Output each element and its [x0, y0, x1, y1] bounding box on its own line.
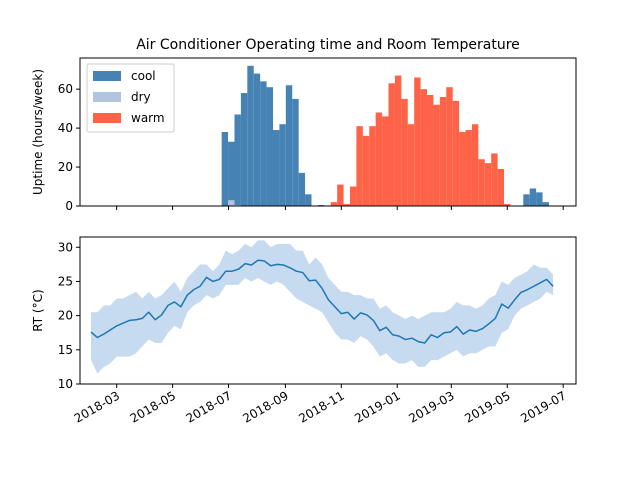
- legend-item-dry: dry: [93, 90, 151, 104]
- bar-cool-2018-07-25: [247, 65, 254, 206]
- temperature-y-tick-label-20: 20: [58, 309, 73, 323]
- bar-cool-2018-09-26: [305, 194, 312, 206]
- bar-warm-2018-12-19: [382, 116, 389, 206]
- x-tick-label-2019-03: 2019-03: [406, 388, 456, 425]
- x-tick-label-2018-05: 2018-05: [128, 388, 178, 425]
- bar-cool-2018-07-11: [234, 114, 241, 206]
- bar-cool-2019-06-05: [536, 192, 543, 206]
- uptime-x-ticks: [116, 206, 564, 210]
- bar-cool-2018-08-01: [253, 73, 261, 206]
- x-tick-label-2019-01: 2019-01: [352, 388, 402, 425]
- temperature-line: [90, 259, 554, 344]
- bar-warm-2019-03-20: [465, 130, 472, 206]
- x-tick-label-2019-07: 2019-07: [518, 388, 568, 425]
- bar-cool-2018-08-08: [260, 81, 267, 206]
- temperature-min-max-band: [91, 240, 554, 374]
- bar-warm-2019-01-30: [420, 89, 428, 206]
- bar-warm-2018-12-12: [375, 112, 383, 206]
- bar-warm-2019-02-20: [439, 96, 447, 206]
- bar-cool-2018-07-04: [228, 141, 235, 206]
- bar-cool-2019-06-12: [542, 202, 549, 206]
- uptime-y-tick-label-0: 0: [65, 199, 73, 213]
- bar-warm-2019-02-27: [446, 87, 453, 206]
- uptime-panel: 0 20 40 60 Uptime (hours/week) cool dry war…: [31, 57, 577, 213]
- bar-warm-2018-10-24: [330, 202, 338, 206]
- temperature-y-tick-label-10: 10: [58, 377, 73, 391]
- bar-warm-2019-03-06: [452, 100, 460, 206]
- bar-warm-2019-01-02: [394, 75, 402, 206]
- bar-warm-2018-12-05: [369, 126, 376, 206]
- legend-swatch-cool: [93, 71, 121, 81]
- uptime-y-axis: 0 20 40 60: [58, 82, 80, 213]
- uptime-y-tick-label-40: 40: [58, 121, 73, 135]
- bar-warm-2018-11-07: [343, 204, 351, 206]
- bar-warm-2019-02-13: [433, 104, 440, 206]
- legend-label-dry: dry: [131, 90, 151, 104]
- bar-warm-2018-11-21: [356, 126, 363, 206]
- temperature-y-axis-label: RT (°C): [31, 289, 45, 331]
- bar-warm-2019-03-27: [471, 124, 479, 206]
- bar-warm-2019-04-03: [478, 159, 485, 206]
- legend-swatch-dry: [93, 92, 121, 102]
- temperature-range-band: [91, 240, 554, 374]
- bar-warm-2019-01-16: [407, 124, 415, 206]
- temperature-y-tick-label-30: 30: [58, 240, 73, 254]
- temperature-y-tick-label-15: 15: [58, 343, 73, 357]
- x-tick-label-2018-09: 2018-09: [240, 388, 290, 425]
- bar-cool-2018-08-22: [272, 130, 280, 206]
- legend-label-warm: warm: [131, 111, 165, 125]
- legend-item-cool: cool: [93, 69, 156, 83]
- uptime-y-tick-label-20: 20: [58, 160, 73, 174]
- bar-warm-2018-10-31: [337, 184, 344, 206]
- bar-cool-2018-09-19: [298, 172, 306, 206]
- temperature-x-axis: 2018-03 2018-05 2018-07 2018-09 2018-11 2019-…: [72, 384, 569, 426]
- bar-warm-2019-04-10: [484, 163, 492, 206]
- x-tick-label-2018-07: 2018-07: [184, 388, 234, 425]
- bar-cool-2018-09-05: [285, 85, 293, 206]
- legend-swatch-warm: [93, 113, 121, 123]
- bar-warm-2019-02-06: [427, 95, 434, 206]
- bar-warm-2018-11-14: [350, 186, 357, 206]
- legend-label-cool: cool: [131, 69, 156, 83]
- bar-warm-2019-05-01: [504, 204, 511, 206]
- bar-warm-2019-03-13: [459, 132, 466, 206]
- bar-warm-2019-04-24: [497, 169, 505, 206]
- bar-cool-2018-09-12: [292, 98, 299, 206]
- legend-item-warm: warm: [93, 111, 165, 125]
- uptime-plot-frame: [79, 57, 577, 207]
- bar-cool-2018-08-29: [279, 124, 286, 206]
- chart-title: Air Conditioner Operating time and Room …: [136, 37, 520, 53]
- temperature-plot-frame: [79, 236, 577, 385]
- temperature-mean-line: [90, 259, 554, 344]
- bar-cool-2018-06-27: [221, 132, 229, 206]
- bar-warm-2018-12-26: [388, 83, 395, 206]
- uptime-y-tick-label-60: 60: [58, 82, 73, 96]
- bar-warm-2018-11-28: [362, 135, 370, 206]
- bar-cool-2018-08-15: [266, 87, 273, 206]
- bar-warm-2019-01-09: [401, 98, 408, 206]
- x-tick-label-2019-05: 2019-05: [462, 388, 512, 425]
- bar-warm-2019-01-23: [414, 77, 421, 206]
- x-tick-label-2018-11: 2018-11: [296, 388, 346, 425]
- uptime-bars: [221, 65, 549, 206]
- bar-cool-2019-05-22: [523, 194, 530, 206]
- bar-cool-2019-05-29: [529, 188, 537, 206]
- legend: cool dry warm: [86, 63, 175, 133]
- bar-dry-2018-07-04: [228, 200, 235, 206]
- temperature-y-axis: 10 15 20 25 30: [58, 240, 80, 391]
- x-tick-label-2018-03: 2018-03: [72, 388, 122, 425]
- bar-cool-2018-07-18: [240, 93, 248, 206]
- uptime-y-axis-label: Uptime (hours/week): [31, 69, 45, 195]
- temperature-y-tick-label-25: 25: [58, 274, 73, 288]
- bar-warm-2019-04-17: [491, 153, 498, 206]
